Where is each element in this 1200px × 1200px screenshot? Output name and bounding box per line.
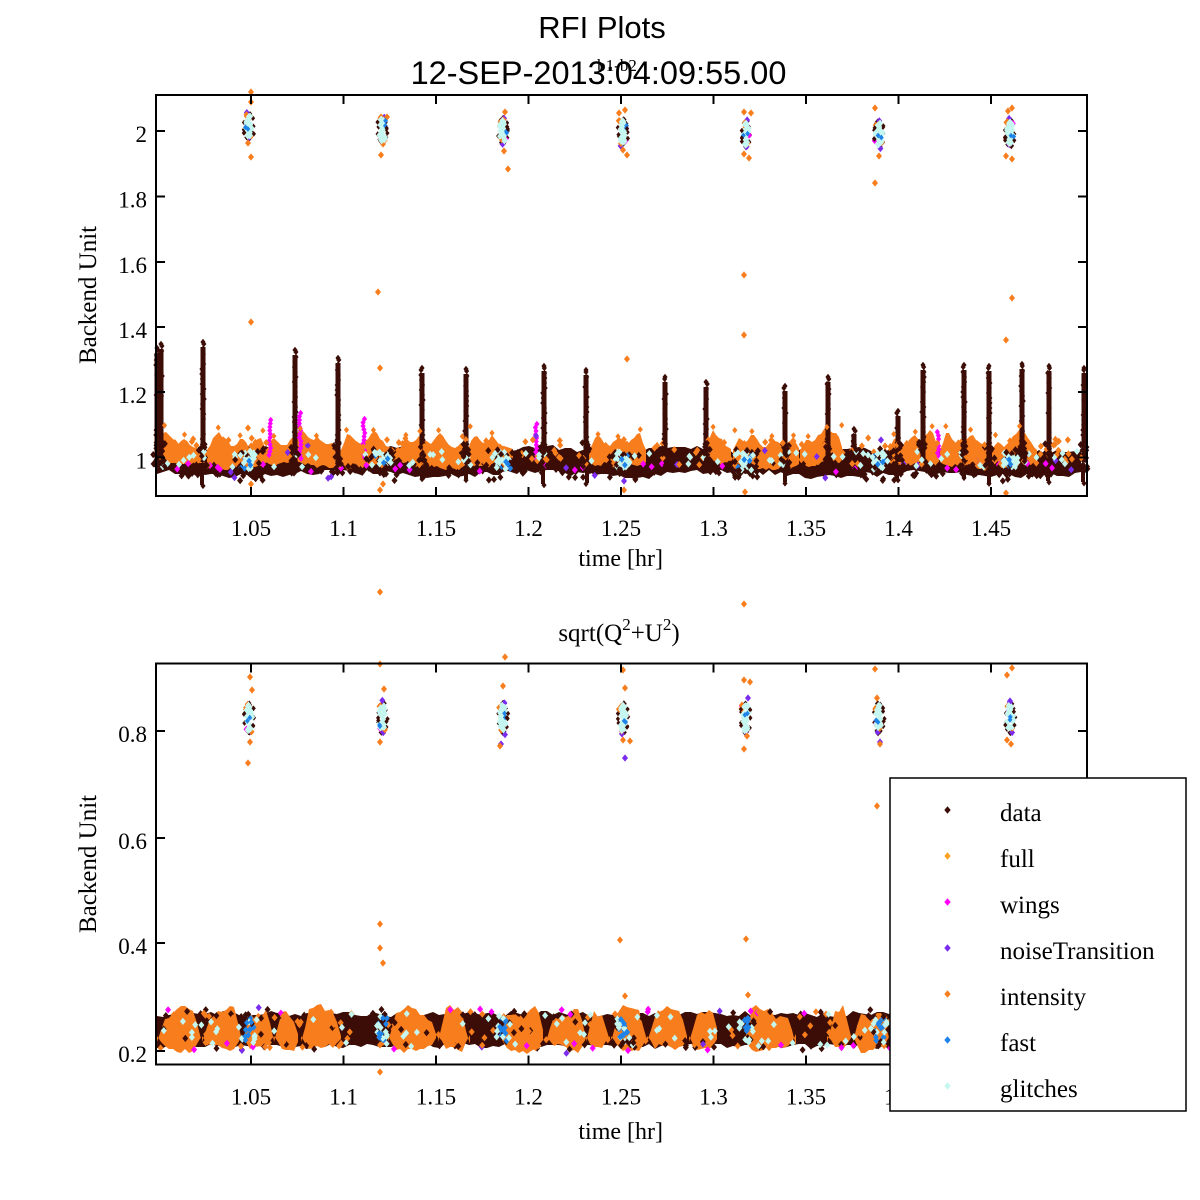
svg-text:1: 1 — [136, 449, 148, 474]
svg-text:1.15: 1.15 — [416, 1085, 456, 1110]
svg-text:0.2: 0.2 — [118, 1042, 147, 1067]
svg-text:1.25: 1.25 — [601, 516, 641, 541]
svg-text:1.2: 1.2 — [118, 383, 147, 408]
svg-text:1.1: 1.1 — [329, 1085, 358, 1110]
svg-text:1.6: 1.6 — [118, 253, 147, 278]
svg-text:1.2: 1.2 — [514, 516, 543, 541]
svg-text:1.05: 1.05 — [231, 1085, 271, 1110]
svg-text:intensity: intensity — [1000, 984, 1087, 1011]
svg-text:time [hr]: time [hr] — [578, 546, 663, 572]
svg-text:wings: wings — [1000, 892, 1060, 919]
svg-text:1.2: 1.2 — [514, 1085, 543, 1110]
svg-text:glitches: glitches — [1000, 1076, 1078, 1103]
svg-text:time [hr]: time [hr] — [578, 1119, 663, 1145]
svg-text:1.3: 1.3 — [699, 516, 728, 541]
svg-text:1.35: 1.35 — [786, 516, 826, 541]
svg-text:1.3: 1.3 — [699, 1085, 728, 1110]
svg-text:0.6: 0.6 — [118, 829, 147, 854]
svg-text:1.35: 1.35 — [786, 1085, 826, 1110]
svg-text:0.8: 0.8 — [118, 722, 147, 747]
svg-text:b1-b2: b1-b2 — [597, 56, 637, 75]
svg-text:full: full — [1000, 846, 1035, 873]
svg-text:1.4: 1.4 — [884, 516, 913, 541]
svg-text:1.15: 1.15 — [416, 516, 456, 541]
svg-text:1.4: 1.4 — [118, 318, 147, 343]
svg-text:1.45: 1.45 — [971, 516, 1011, 541]
svg-text:sqrt(Q2+U2): sqrt(Q2+U2) — [558, 615, 679, 647]
svg-text:fast: fast — [1000, 1030, 1036, 1057]
svg-text:0.4: 0.4 — [118, 934, 147, 959]
svg-text:data: data — [1000, 800, 1042, 827]
svg-text:12-SEP-2013:04:09:55.00: 12-SEP-2013:04:09:55.00 — [411, 55, 787, 91]
svg-text:1.05: 1.05 — [231, 516, 271, 541]
svg-text:1.1: 1.1 — [329, 516, 358, 541]
svg-text:noiseTransition: noiseTransition — [1000, 938, 1155, 965]
svg-text:Backend Unit: Backend Unit — [75, 795, 102, 933]
svg-text:1.25: 1.25 — [601, 1085, 641, 1110]
svg-text:RFI Plots: RFI Plots — [538, 10, 665, 45]
svg-text:2: 2 — [136, 122, 148, 147]
svg-text:1.8: 1.8 — [118, 188, 147, 213]
svg-text:Backend Unit: Backend Unit — [75, 226, 102, 364]
